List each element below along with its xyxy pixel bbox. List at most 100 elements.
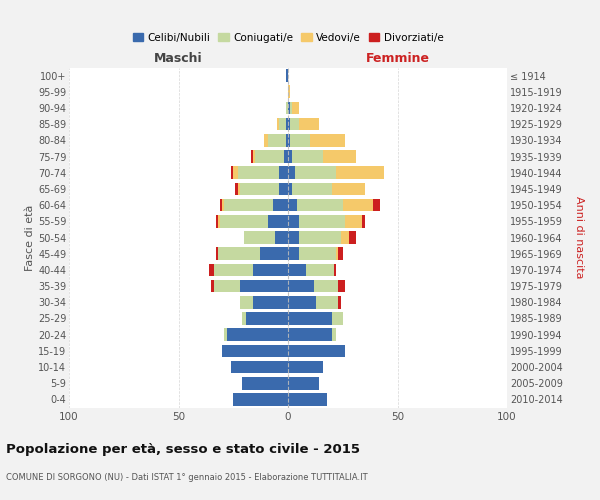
Bar — [310, 134, 345, 146]
Bar — [260, 248, 288, 260]
Bar — [338, 296, 341, 308]
Bar — [288, 86, 290, 98]
Bar — [290, 118, 299, 130]
Bar — [288, 150, 292, 163]
Bar — [223, 344, 288, 357]
Bar — [336, 166, 385, 179]
Bar — [290, 134, 310, 146]
Bar — [299, 231, 341, 244]
Bar — [253, 150, 255, 163]
Bar — [242, 377, 288, 390]
Bar — [286, 134, 288, 146]
Bar — [338, 280, 345, 292]
Bar — [233, 393, 288, 406]
Bar — [240, 296, 253, 308]
Bar — [292, 102, 299, 114]
Bar — [251, 150, 253, 163]
Bar — [268, 215, 288, 228]
Bar — [268, 134, 286, 146]
Bar — [220, 215, 268, 228]
Bar — [316, 296, 338, 308]
Legend: Celibi/Nubili, Coniugati/e, Vedovi/e, Divorziati/e: Celibi/Nubili, Coniugati/e, Vedovi/e, Di… — [128, 28, 448, 47]
Bar — [253, 264, 288, 276]
Bar — [373, 199, 380, 211]
Bar — [288, 296, 316, 308]
Bar — [279, 182, 288, 195]
Bar — [288, 231, 299, 244]
Bar — [292, 150, 323, 163]
Bar — [227, 328, 288, 341]
Bar — [216, 215, 218, 228]
Bar — [362, 215, 365, 228]
Bar — [288, 280, 314, 292]
Bar — [240, 182, 279, 195]
Bar — [323, 150, 356, 163]
Bar — [341, 231, 349, 244]
Bar — [247, 312, 288, 325]
Bar — [288, 182, 292, 195]
Bar — [334, 264, 336, 276]
Bar — [314, 280, 338, 292]
Bar — [288, 215, 299, 228]
Bar — [299, 118, 319, 130]
Bar — [279, 118, 286, 130]
Bar — [288, 312, 332, 325]
Bar — [216, 248, 218, 260]
Bar — [244, 231, 275, 244]
Bar — [290, 102, 292, 114]
Bar — [279, 166, 288, 179]
Bar — [218, 215, 220, 228]
Bar — [255, 150, 284, 163]
Bar — [288, 328, 332, 341]
Bar — [288, 264, 305, 276]
Bar — [284, 150, 288, 163]
Bar — [220, 199, 223, 211]
Bar — [277, 118, 279, 130]
Bar — [332, 328, 336, 341]
Bar — [338, 248, 343, 260]
Bar — [238, 182, 240, 195]
Bar — [264, 134, 268, 146]
Bar — [288, 360, 323, 374]
Bar — [231, 360, 288, 374]
Bar — [288, 118, 290, 130]
Bar — [214, 264, 253, 276]
Bar — [240, 280, 288, 292]
Bar — [299, 248, 336, 260]
Bar — [349, 231, 356, 244]
Bar — [286, 118, 288, 130]
Bar — [233, 166, 238, 179]
Bar — [288, 344, 345, 357]
Bar — [292, 182, 332, 195]
Bar — [288, 102, 290, 114]
Y-axis label: Fasce di età: Fasce di età — [25, 204, 35, 270]
Y-axis label: Anni di nascita: Anni di nascita — [574, 196, 584, 279]
Text: Maschi: Maschi — [154, 52, 203, 65]
Bar — [253, 296, 288, 308]
Bar — [297, 199, 343, 211]
Bar — [272, 199, 288, 211]
Bar — [238, 166, 279, 179]
Text: Femmine: Femmine — [365, 52, 430, 65]
Bar — [286, 70, 288, 82]
Text: Popolazione per età, sesso e stato civile - 2015: Popolazione per età, sesso e stato civil… — [6, 442, 360, 456]
Bar — [343, 199, 373, 211]
Bar — [295, 166, 336, 179]
Bar — [275, 231, 288, 244]
Bar — [305, 264, 334, 276]
Bar — [288, 199, 297, 211]
Bar — [223, 199, 224, 211]
Bar — [288, 166, 295, 179]
Bar — [345, 215, 362, 228]
Bar — [242, 312, 247, 325]
Bar — [288, 248, 299, 260]
Bar — [288, 377, 319, 390]
Bar — [288, 393, 328, 406]
Bar — [209, 264, 214, 276]
Bar — [214, 280, 240, 292]
Bar — [218, 248, 260, 260]
Bar — [224, 328, 227, 341]
Bar — [224, 199, 272, 211]
Bar — [211, 280, 214, 292]
Bar — [235, 182, 238, 195]
